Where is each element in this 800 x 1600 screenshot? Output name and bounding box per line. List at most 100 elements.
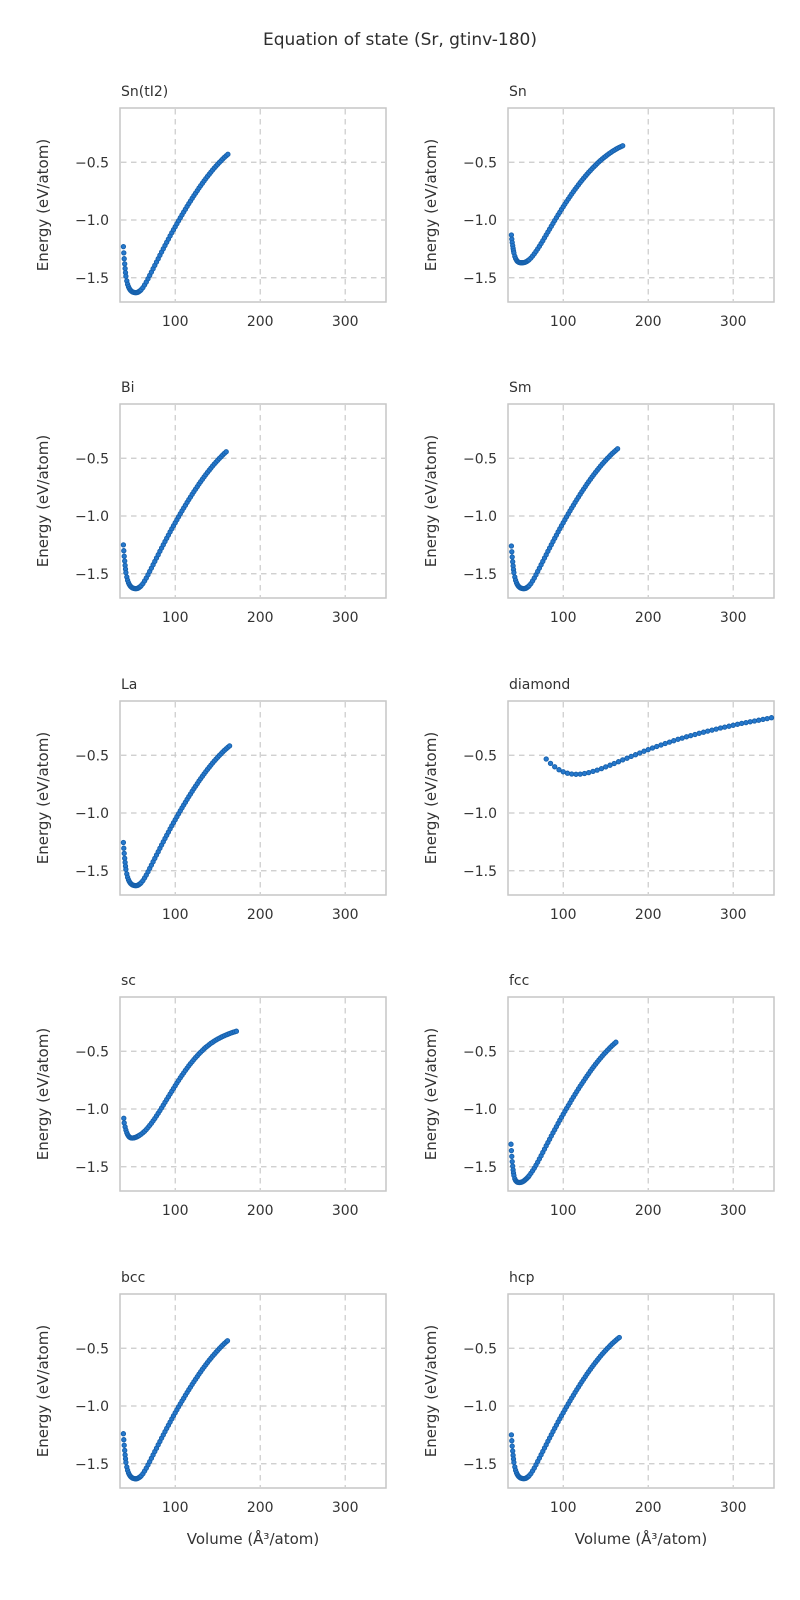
data-point xyxy=(552,764,558,770)
y-axis-label: Energy (eV/atom) xyxy=(34,435,52,567)
x-tick-label: 100 xyxy=(550,610,577,626)
y-tick-label: −0.5 xyxy=(463,155,497,171)
x-tick-label: 100 xyxy=(162,610,189,626)
data-point xyxy=(233,1028,240,1034)
data-point xyxy=(645,746,651,753)
data-point xyxy=(543,756,549,762)
data-point xyxy=(225,151,231,157)
data-point xyxy=(730,722,736,728)
data-point xyxy=(223,449,229,455)
data-point xyxy=(709,727,715,733)
x-tick-label: 200 xyxy=(635,907,662,923)
data-point xyxy=(560,769,566,775)
data-point xyxy=(613,1039,619,1045)
x-tick-label: 200 xyxy=(247,314,274,330)
y-tick-label: −1.0 xyxy=(75,806,109,822)
data-point xyxy=(662,740,668,747)
x-axis-label: Volume (Å³/atom) xyxy=(575,1529,707,1548)
data-point xyxy=(122,1447,128,1454)
data-point xyxy=(121,1442,127,1448)
data-point xyxy=(760,716,766,723)
subplot-Sn: Sn −0.5 −1.0 −1.5 100 200 300 Energy (eV/atom) xyxy=(422,84,775,330)
x-tick-label: 300 xyxy=(332,314,359,330)
data-point xyxy=(120,1431,127,1437)
data-point xyxy=(679,735,685,741)
data-point xyxy=(637,750,643,756)
data-point xyxy=(509,549,515,555)
y-tick-label: −1.0 xyxy=(463,1102,497,1118)
data-point xyxy=(510,559,516,565)
data-point xyxy=(590,768,596,775)
y-tick-label: −1.0 xyxy=(463,1399,497,1415)
x-tick-label: 200 xyxy=(247,907,274,923)
y-axis-label: Energy (eV/atom) xyxy=(34,139,52,271)
y-tick-label: −1.5 xyxy=(75,864,109,880)
data-point xyxy=(508,1147,515,1154)
data-point xyxy=(603,764,609,770)
y-axis-label: Energy (eV/atom) xyxy=(422,139,440,271)
subplot-sc: sc −0.5 −1.0 −1.5 100 200 300 Energy (eV/atom) xyxy=(34,973,387,1219)
data-point xyxy=(121,256,127,262)
x-tick-label: 200 xyxy=(635,1203,662,1219)
x-tick-label: 100 xyxy=(550,314,577,330)
data-point xyxy=(616,1334,622,1341)
x-tick-label: 200 xyxy=(247,610,274,626)
data-point xyxy=(508,543,515,549)
data-point xyxy=(722,724,728,730)
data-point xyxy=(675,736,681,742)
x-tick-label: 300 xyxy=(720,907,747,923)
y-tick-label: −0.5 xyxy=(75,155,109,171)
data-point xyxy=(620,757,626,763)
data-point xyxy=(224,1338,231,1344)
data-point xyxy=(121,850,127,857)
data-point xyxy=(756,717,762,723)
y-tick-label: −1.5 xyxy=(463,1160,497,1176)
x-tick-label: 100 xyxy=(550,1203,577,1219)
data-point xyxy=(510,1448,516,1454)
data-point xyxy=(632,752,639,758)
x-tick-label: 300 xyxy=(332,1203,359,1219)
x-tick-label: 100 xyxy=(162,1500,189,1516)
x-tick-label: 200 xyxy=(635,610,662,626)
x-tick-label: 100 xyxy=(162,314,189,330)
x-tick-label: 100 xyxy=(550,907,577,923)
data-point xyxy=(547,760,554,767)
data-point xyxy=(121,1437,127,1443)
subplot-title: sc xyxy=(121,973,136,989)
data-point xyxy=(509,1438,515,1444)
axes-frame xyxy=(119,996,387,1192)
y-tick-label: −1.5 xyxy=(75,1457,109,1473)
data-point xyxy=(120,839,127,846)
y-tick-label: −0.5 xyxy=(75,1044,109,1060)
data-point xyxy=(624,755,630,761)
subplot-title: hcp xyxy=(509,1270,535,1286)
subplot-fcc: fcc −0.5 −1.0 −1.5 100 200 300 Energy (eV/atom) xyxy=(422,973,775,1219)
data-point xyxy=(556,767,562,773)
x-tick-label: 300 xyxy=(720,314,747,330)
data-point xyxy=(739,720,745,727)
subplot-title: Sm xyxy=(509,380,532,396)
axes-frame xyxy=(119,107,387,303)
data-point xyxy=(121,548,127,554)
subplot-La: La −0.5 −1.0 −1.5 100 200 300 Energy (eV/atom) xyxy=(34,677,387,923)
data-point xyxy=(511,1459,517,1466)
subplot-Bi: Bi −0.5 −1.0 −1.5 100 200 300 Energy (eV/atom) xyxy=(34,380,387,626)
axes-frame xyxy=(119,403,387,599)
y-tick-label: −1.0 xyxy=(463,509,497,525)
y-tick-label: −0.5 xyxy=(463,748,497,764)
data-point xyxy=(508,1432,515,1438)
data-point xyxy=(768,715,775,721)
data-point xyxy=(671,738,677,744)
data-point xyxy=(607,762,613,768)
data-point xyxy=(628,753,634,760)
data-point xyxy=(700,729,707,735)
y-tick-label: −1.5 xyxy=(463,864,497,880)
data-point xyxy=(123,569,129,576)
subplot-Sm: Sm −0.5 −1.0 −1.5 100 200 300 Energy (eV/atom) xyxy=(422,380,775,626)
data-point xyxy=(123,1459,129,1466)
y-tick-label: −1.5 xyxy=(463,1457,497,1473)
data-point xyxy=(764,715,770,722)
x-tick-label: 100 xyxy=(162,1203,189,1219)
